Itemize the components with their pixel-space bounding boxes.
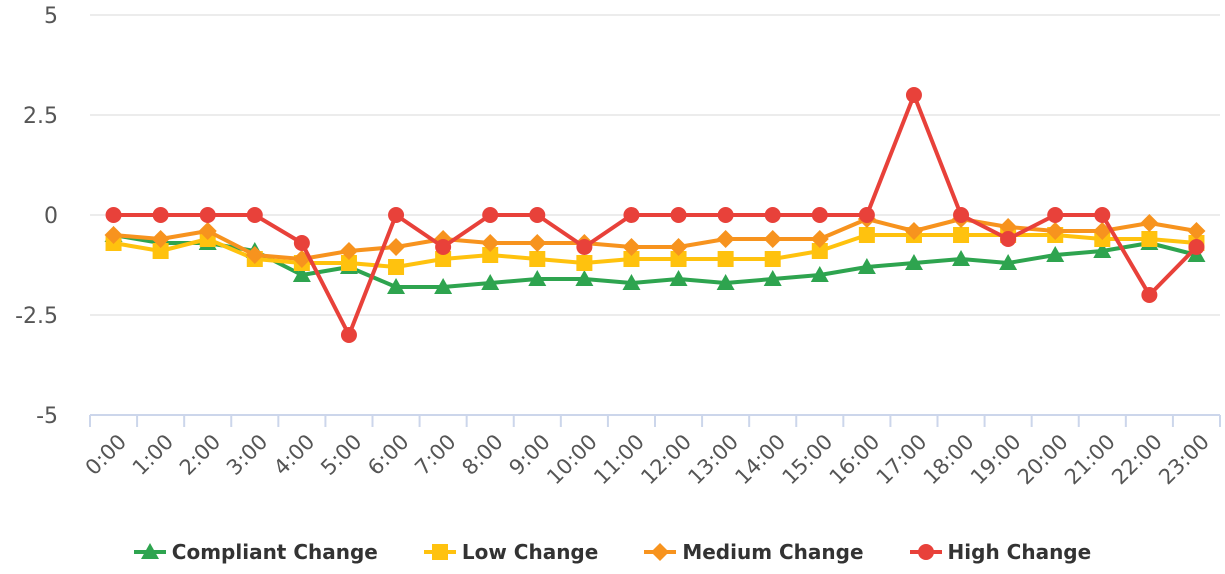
data-point <box>1047 207 1063 223</box>
series-low-change <box>106 227 1205 275</box>
x-tick-label: 0:00 <box>81 430 131 480</box>
x-tick-label: 7:00 <box>410 430 460 480</box>
data-point <box>1000 231 1016 247</box>
legend-item[interactable]: Medium Change <box>644 540 863 564</box>
x-tick-label: 3:00 <box>222 430 272 480</box>
x-tick-label: 8:00 <box>457 430 507 480</box>
data-point <box>388 259 404 275</box>
data-point <box>341 327 357 343</box>
legend-label: High Change <box>948 540 1092 564</box>
square-marker-icon <box>424 542 456 562</box>
data-point <box>718 207 734 223</box>
series-line <box>114 235 1197 267</box>
x-tick-label: 5:00 <box>316 430 366 480</box>
data-point <box>247 207 263 223</box>
data-point <box>812 207 828 223</box>
x-tick-label: 12:00 <box>636 430 696 490</box>
y-tick-label: 0 <box>44 204 58 229</box>
x-tick-label: 2:00 <box>175 430 225 480</box>
x-tick-label: 15:00 <box>778 430 838 490</box>
x-tick-label: 17:00 <box>872 430 932 490</box>
x-tick-label: 22:00 <box>1107 430 1167 490</box>
data-point <box>200 207 216 223</box>
y-tick-label: -2.5 <box>15 304 58 329</box>
data-point <box>859 207 875 223</box>
data-point <box>718 251 734 267</box>
gridlines <box>90 15 1220 315</box>
legend-item[interactable]: Low Change <box>424 540 598 564</box>
x-tick-label: 21:00 <box>1060 430 1120 490</box>
data-point <box>1141 287 1157 303</box>
y-tick-label: -5 <box>36 404 58 429</box>
x-tick-label: 1:00 <box>128 430 178 480</box>
data-point <box>576 239 592 255</box>
x-tick-label: 16:00 <box>825 430 885 490</box>
data-point <box>623 207 639 223</box>
data-point <box>671 207 687 223</box>
x-tick-label: 19:00 <box>966 430 1026 490</box>
x-tick-label: 18:00 <box>919 430 979 490</box>
legend-label: Compliant Change <box>172 540 378 564</box>
y-tick-label: 2.5 <box>23 104 58 129</box>
data-point <box>1141 231 1157 247</box>
data-point <box>294 235 310 251</box>
data-point <box>765 207 781 223</box>
x-tick-label: 6:00 <box>363 430 413 480</box>
data-point <box>528 234 546 252</box>
diamond-marker-icon <box>644 542 676 562</box>
data-point <box>529 207 545 223</box>
legend: Compliant Change Low Change Medium Change H… <box>0 540 1225 564</box>
data-point <box>764 230 782 248</box>
x-tick-label: 20:00 <box>1013 430 1073 490</box>
data-point <box>1094 207 1110 223</box>
data-point <box>387 238 405 256</box>
circle-marker-icon <box>910 542 942 562</box>
legend-label: Medium Change <box>682 540 863 564</box>
legend-marker <box>651 543 669 561</box>
legend-item[interactable]: Compliant Change <box>134 540 378 564</box>
data-point <box>859 227 875 243</box>
x-tick-label: 14:00 <box>730 430 790 490</box>
data-point <box>106 207 122 223</box>
data-point <box>1140 214 1158 232</box>
triangle-marker-icon <box>134 542 166 562</box>
data-point <box>953 227 969 243</box>
y-tick-label: 5 <box>44 4 58 29</box>
x-tick-label: 23:00 <box>1154 430 1214 490</box>
y-axis: 5 2.5 0 -2.5 -5 <box>15 4 58 429</box>
x-tick-label: 13:00 <box>683 430 743 490</box>
data-point <box>482 207 498 223</box>
line-chart: 5 2.5 0 -2.5 -5 0:001:002:003:004:005:006:00… <box>0 0 1225 540</box>
x-tick-label: 4:00 <box>269 430 319 480</box>
legend-marker <box>432 544 448 560</box>
data-point <box>153 207 169 223</box>
data-point <box>1188 239 1204 255</box>
x-tick-label: 10:00 <box>542 430 602 490</box>
data-point <box>435 239 451 255</box>
data-point <box>953 207 969 223</box>
x-axis: 0:001:002:003:004:005:006:007:008:009:00… <box>81 415 1220 489</box>
data-point <box>906 87 922 103</box>
legend-label: Low Change <box>462 540 598 564</box>
x-tick-label: 11:00 <box>589 430 649 490</box>
data-point <box>529 251 545 267</box>
data-point <box>388 207 404 223</box>
data-point <box>765 251 781 267</box>
data-point <box>576 255 592 271</box>
legend-item[interactable]: High Change <box>910 540 1092 564</box>
data-point <box>717 230 735 248</box>
legend-marker <box>918 544 934 560</box>
